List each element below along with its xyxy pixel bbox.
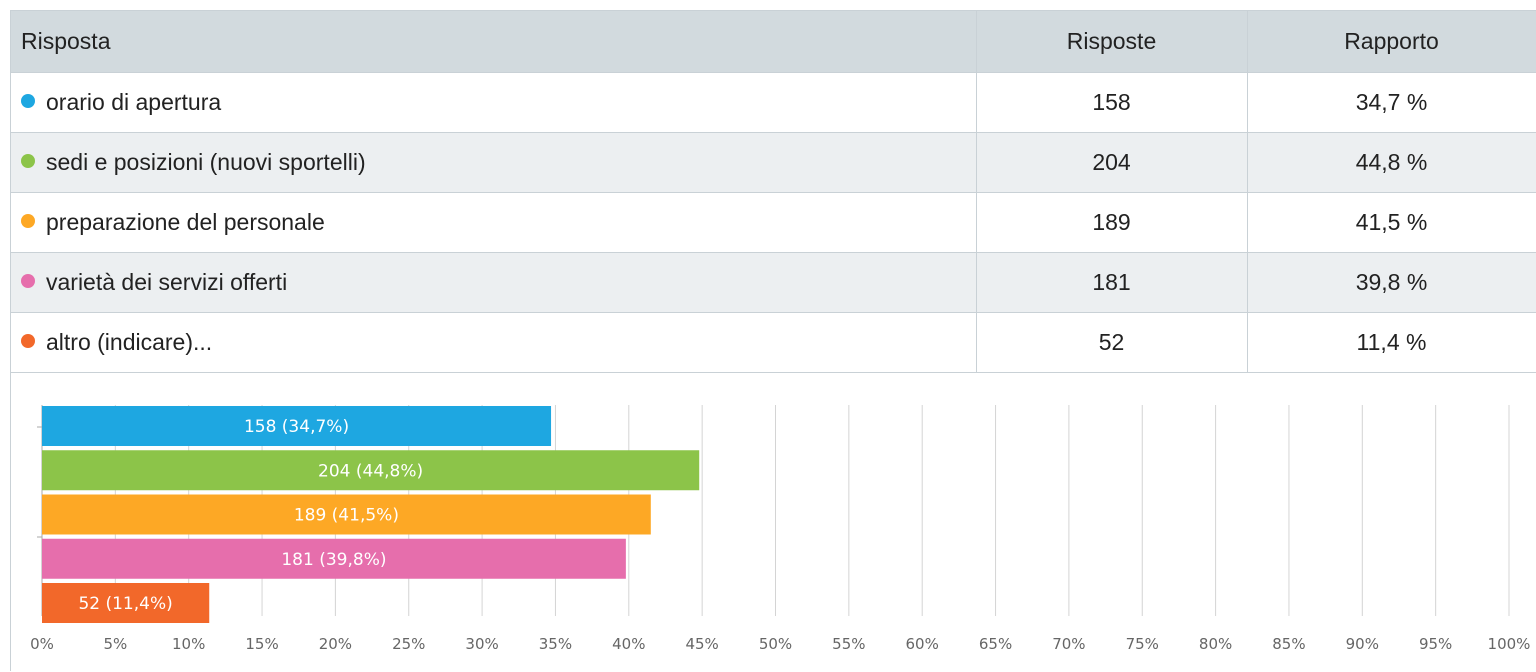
bar-data-label: 181 (39,8%) [281, 550, 386, 570]
header-response: Risposta [11, 11, 977, 73]
series-color-dot [21, 274, 35, 289]
bar [42, 583, 210, 623]
series-color-dot [21, 94, 35, 109]
row-count: 204 [976, 132, 1248, 193]
bar [42, 494, 651, 535]
x-tick-label: 10% [172, 635, 205, 653]
bar-data-label: 158 (34,7%) [244, 417, 349, 437]
series-color-dot [21, 214, 35, 229]
row-ratio: 34,7 % [1247, 72, 1536, 133]
x-tick-label: 60% [906, 635, 939, 653]
x-tick-label: 70% [1052, 635, 1085, 653]
x-tick-label: 80% [1199, 635, 1232, 653]
row-ratio: 11,4 % [1247, 312, 1536, 373]
row-label: sedi e posizioni (nuovi sportelli) [46, 148, 366, 175]
x-tick-label: 30% [465, 635, 498, 653]
x-tick-label: 25% [392, 635, 425, 653]
row-label: orario di apertura [46, 88, 222, 115]
results-table: Risposta Risposte Rapporto orario di ape… [11, 11, 1536, 373]
x-tick-label: 20% [319, 635, 352, 653]
table-row: orario di apertura 158 34,7 % [11, 72, 1536, 133]
bar [42, 538, 626, 579]
bar-data-label: 189 (41,5%) [294, 506, 399, 526]
table-row: preparazione del personale 189 41,5 % [11, 192, 1536, 253]
x-tick-label: 35% [539, 635, 572, 653]
series-color-dot [21, 154, 35, 169]
row-ratio: 41,5 % [1247, 192, 1536, 253]
row-label: varietà dei servizi offerti [46, 268, 288, 295]
results-panel: Risposta Risposte Rapporto orario di ape… [10, 10, 1536, 671]
x-tick-label: 100% [1488, 635, 1531, 653]
bar-chart: 0% 5% 10% 15% 20% 25% 30% 35% 40% 45% 50% 55% 60% 65%… [11, 375, 1536, 672]
row-label: preparazione del personale [46, 208, 325, 235]
table-row: varietà dei servizi offerti 181 39,8 % [11, 252, 1536, 313]
row-count: 189 [976, 192, 1248, 253]
x-tick-label: 5% [103, 635, 127, 653]
x-tick-label: 50% [759, 635, 792, 653]
x-tick-label: 15% [245, 635, 278, 653]
bar-chart-svg: 0% 5% 10% 15% 20% 25% 30% 35% 40% 45% 50% 55% 60% 65%… [30, 405, 1531, 653]
row-ratio: 44,8 % [1247, 132, 1536, 193]
x-tick-label: 85% [1272, 635, 1305, 653]
row-label: altro (indicare)... [46, 328, 213, 355]
table-row: altro (indicare)... 52 11,4 % [11, 312, 1536, 373]
table-header-row: Risposta Risposte Rapporto [11, 11, 1536, 73]
series-color-dot [21, 334, 35, 349]
x-tick-label: 0% [30, 635, 54, 653]
header-count: Risposte [976, 11, 1248, 73]
bar [42, 450, 700, 491]
bar-data-label: 204 (44,8%) [318, 461, 423, 481]
row-count: 181 [976, 252, 1248, 313]
x-tick-label: 55% [832, 635, 865, 653]
bar [42, 406, 552, 446]
x-tick-label: 95% [1419, 635, 1452, 653]
row-ratio: 39,8 % [1247, 252, 1536, 313]
x-tick-label: 45% [685, 635, 718, 653]
row-count: 52 [976, 312, 1248, 373]
x-tick-label: 90% [1346, 635, 1379, 653]
row-count: 158 [976, 72, 1248, 133]
header-ratio: Rapporto [1247, 11, 1536, 73]
x-tick-label: 40% [612, 635, 645, 653]
bar-data-label: 52 (11,4%) [78, 594, 172, 614]
x-tick-label: 75% [1126, 635, 1159, 653]
table-row: sedi e posizioni (nuovi sportelli) 204 4… [11, 132, 1536, 193]
x-tick-label: 65% [979, 635, 1012, 653]
